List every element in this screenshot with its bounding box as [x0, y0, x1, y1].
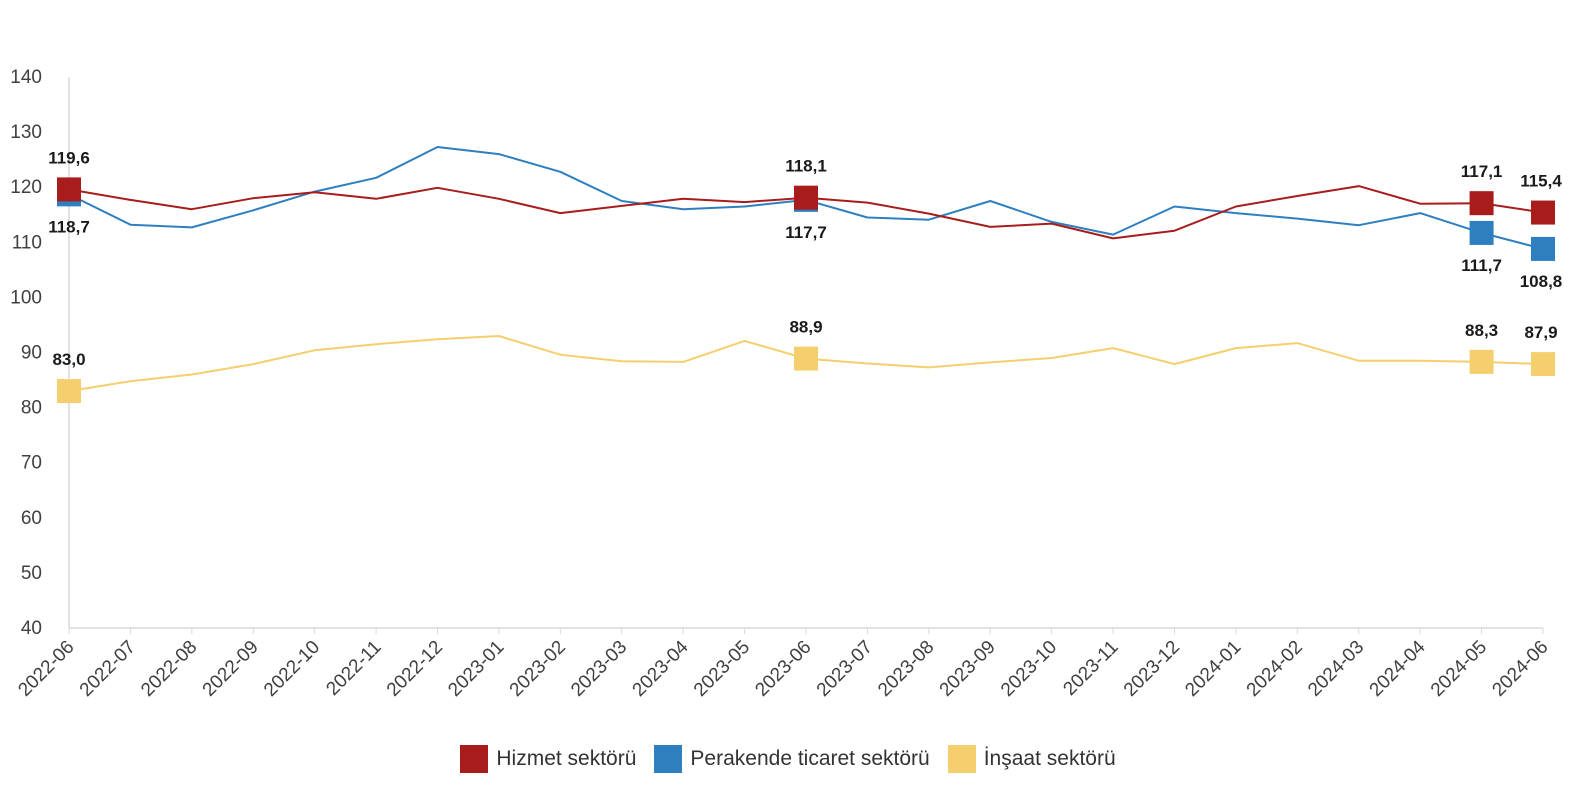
- series-marker-2: [57, 379, 81, 404]
- x-tick-label: 2023-06: [751, 637, 815, 701]
- series-marker-0: [57, 177, 81, 202]
- x-tick-label: 2023-05: [690, 637, 754, 701]
- x-tick-label: 2022-07: [76, 637, 140, 701]
- series-marker-0: [1531, 200, 1555, 225]
- x-tick-label: 2023-04: [629, 636, 693, 700]
- data-label: 88,3: [1465, 321, 1498, 340]
- y-tick-label: 110: [12, 232, 42, 253]
- x-tick-label: 2023-07: [813, 637, 877, 701]
- x-tick-label: 2023-11: [1059, 637, 1122, 700]
- x-tick-label: 2023-08: [874, 637, 938, 701]
- x-tick-label: 2024-02: [1243, 637, 1307, 701]
- legend-swatch-insaat: [947, 745, 976, 773]
- series-marker-0: [1469, 191, 1494, 216]
- data-label: 117,7: [785, 223, 827, 242]
- legend-label-insaat: İnşaat sektörü: [983, 747, 1116, 770]
- x-tick-label: 2024-04: [1366, 636, 1430, 700]
- legend-item-perakende: Perakende ticaret sektörü: [654, 745, 930, 773]
- x-tick-label: 2022-08: [137, 637, 201, 701]
- x-tick-label: 2022-09: [199, 637, 263, 701]
- x-tick-label: 2023-02: [506, 637, 570, 701]
- data-label: 87,9: [1524, 323, 1557, 342]
- data-label: 88,9: [789, 318, 822, 337]
- x-tick-label: 2024-03: [1304, 637, 1368, 701]
- y-tick-label: 140: [10, 67, 42, 88]
- series-marker-2: [794, 346, 818, 371]
- legend-item-insaat: İnşaat sektörü: [947, 745, 1116, 773]
- series-marker-1: [1469, 220, 1494, 245]
- series-marker-0: [794, 185, 818, 210]
- x-tick-label: 2022-11: [322, 637, 385, 700]
- data-label: 119,6: [48, 148, 90, 167]
- data-labels: 119,6 118,1 117,1 115,4 118,7 117,7 111,7 108,8…: [48, 148, 1562, 369]
- x-tick-label: 2022-12: [383, 637, 447, 701]
- legend: Hizmet sektörü Perakende ticaret sektörü…: [0, 745, 1576, 773]
- series-marker-2: [1531, 352, 1555, 377]
- x-tick-label: 2023-12: [1120, 637, 1184, 701]
- series-markers: [57, 177, 1555, 404]
- y-tick-label: 40: [21, 618, 42, 639]
- x-tick-label: 2023-10: [997, 637, 1061, 701]
- data-label: 115,4: [1520, 172, 1562, 191]
- y-tick-label: 60: [21, 508, 42, 529]
- y-tick-label: 90: [21, 343, 42, 364]
- y-tick-label: 50: [21, 563, 42, 584]
- y-tick-label: 70: [21, 453, 42, 474]
- x-tick-label: 2022-06: [14, 637, 78, 701]
- y-tick-label: 100: [10, 287, 42, 308]
- x-tick-label: 2024-05: [1427, 637, 1491, 701]
- data-label: 83,0: [52, 350, 85, 369]
- x-tick-label: 2023-09: [936, 637, 1000, 701]
- data-label: 118,1: [785, 157, 827, 176]
- legend-swatch-perakende: [654, 745, 683, 773]
- x-tick-label: 2022-10: [260, 637, 324, 701]
- x-tick-label: 2024-06: [1488, 637, 1552, 701]
- x-tick-label: 2024-01: [1181, 637, 1245, 701]
- data-label: 111,7: [1461, 256, 1502, 275]
- x-tick-label: 2023-03: [567, 637, 631, 701]
- legend-label-hizmet: Hizmet sektörü: [496, 747, 637, 770]
- data-label: 118,7: [48, 217, 90, 236]
- data-label: 108,8: [1520, 272, 1563, 291]
- series-marker-1: [1531, 236, 1555, 261]
- y-tick-label: 130: [10, 122, 42, 143]
- legend-swatch-hizmet: [460, 745, 489, 773]
- data-label: 117,1: [1461, 162, 1503, 181]
- y-tick-label: 120: [10, 177, 42, 198]
- legend-label-perakende: Perakende ticaret sektörü: [690, 747, 930, 770]
- y-axis: 140 130 120 110 100 90 80 70 60 50 40: [10, 67, 70, 639]
- legend-item-hizmet: Hizmet sektörü: [460, 745, 636, 773]
- series-marker-2: [1469, 349, 1494, 374]
- y-tick-label: 80: [21, 398, 42, 419]
- x-axis: 2022-062022-072022-082022-092022-102022-…: [14, 627, 1553, 701]
- x-tick-label: 2023-01: [444, 637, 508, 701]
